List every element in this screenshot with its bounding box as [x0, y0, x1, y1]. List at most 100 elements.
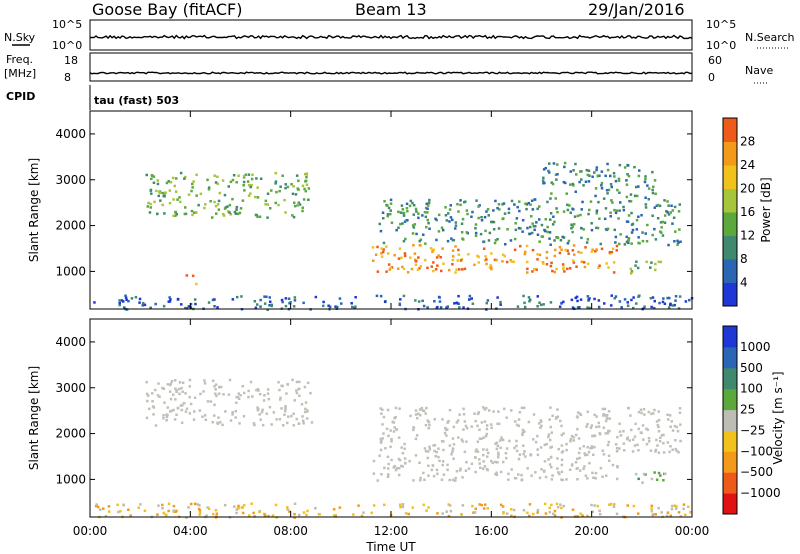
- scatter-cell: [146, 205, 149, 208]
- scatter-cell: [470, 462, 474, 466]
- scatter-cell: [669, 303, 672, 306]
- scatter-cell: [162, 304, 166, 308]
- scatter-cell: [387, 434, 390, 438]
- scatter-cell: [413, 252, 417, 255]
- scatter-cell: [543, 228, 546, 232]
- scatter-cell: [591, 510, 594, 513]
- scatter-cell: [403, 254, 407, 258]
- scatter-cell: [678, 407, 682, 410]
- colorbar-tick-label: 100: [740, 382, 763, 396]
- scatter-cell: [289, 301, 292, 304]
- scatter-cell: [670, 204, 673, 207]
- scatter-cell: [462, 306, 465, 309]
- scatter-cell: [538, 205, 541, 208]
- scatter-cell: [506, 228, 509, 231]
- scatter-cell: [580, 260, 584, 263]
- scatter-cell: [528, 503, 532, 506]
- scatter-cell: [627, 237, 631, 240]
- scatter-cell: [614, 295, 618, 298]
- scatter-cell: [293, 299, 297, 302]
- scatter-cell: [630, 298, 633, 302]
- scatter-cell: [399, 505, 402, 509]
- scatter-cell: [539, 419, 543, 422]
- y-tick-label: 3000: [55, 381, 86, 395]
- scatter-cell: [451, 218, 454, 222]
- scatter-cell: [173, 418, 177, 421]
- scatter-cell: [586, 410, 589, 413]
- scatter-cell: [227, 393, 231, 396]
- scatter-cell: [583, 465, 586, 468]
- scatter-cell: [496, 422, 499, 425]
- scatter-cell: [510, 260, 514, 263]
- x-tick-label: 08:00: [273, 524, 308, 538]
- scatter-cell: [479, 232, 483, 236]
- scatter-cell: [671, 209, 675, 212]
- scatter-cell: [595, 226, 598, 230]
- scatter-cell: [614, 443, 618, 446]
- scatter-cell: [203, 379, 206, 382]
- freq-label: Freq.: [6, 53, 33, 66]
- scatter-cell: [477, 411, 481, 414]
- scatter-cell: [395, 428, 398, 431]
- scatter-cell: [145, 416, 149, 420]
- scatter-cell: [435, 468, 439, 472]
- scatter-cell: [175, 177, 178, 180]
- scatter-cell: [595, 212, 598, 215]
- scatter-cell: [403, 252, 407, 255]
- scatter-cell: [565, 192, 568, 195]
- scatter-cell: [444, 206, 447, 209]
- scatter-cell: [322, 300, 325, 304]
- scatter-cell: [536, 448, 539, 451]
- scatter-cell: [213, 414, 216, 417]
- scatter-cell: [427, 221, 430, 225]
- scatter-cell: [462, 428, 465, 431]
- scatter-cell: [454, 227, 457, 230]
- nsky-tick-top: 10^5: [52, 18, 82, 31]
- scatter-cell: [643, 180, 647, 184]
- scatter-cell: [519, 227, 522, 230]
- scatter-cell: [404, 512, 408, 515]
- scatter-cell: [385, 245, 388, 248]
- scatter-cell: [390, 221, 394, 224]
- scatter-cell: [285, 392, 288, 395]
- scatter-cell: [428, 423, 431, 427]
- scatter-cell: [556, 210, 559, 214]
- scatter-cell: [391, 420, 394, 424]
- scatter-cell: [553, 239, 556, 242]
- scatter-cell: [622, 442, 626, 445]
- scatter-cell: [284, 409, 287, 413]
- scatter-cell: [551, 269, 554, 273]
- scatter-cell: [203, 382, 207, 385]
- scatter-cell: [517, 457, 521, 461]
- scatter-cell: [229, 213, 232, 216]
- scatter-cell: [565, 478, 568, 481]
- scatter-cell: [163, 401, 166, 404]
- scatter-cell: [587, 450, 591, 454]
- scatter-cell: [549, 212, 553, 215]
- scatter-cell: [426, 456, 429, 460]
- scatter-cell: [657, 410, 660, 413]
- scatter-cell: [637, 512, 640, 515]
- scatter-cell: [394, 415, 397, 419]
- scatter-cell: [251, 395, 254, 398]
- scatter-cell: [597, 425, 601, 428]
- scatter-cell: [445, 510, 448, 513]
- scatter-cell: [278, 388, 281, 392]
- scatter-cell: [154, 424, 158, 427]
- scatter-cell: [580, 178, 583, 181]
- scatter-cell: [295, 174, 299, 177]
- scatter-cell: [418, 239, 421, 243]
- scatter-cell: [389, 445, 392, 449]
- scatter-cell: [162, 511, 166, 515]
- scatter-cell: [175, 390, 178, 394]
- scatter-cell: [389, 429, 392, 432]
- scatter-cell: [387, 473, 390, 476]
- scatter-cell: [419, 479, 422, 482]
- scatter-cell: [521, 428, 525, 432]
- scatter-cell: [529, 453, 532, 457]
- scatter-cell: [221, 179, 225, 182]
- scatter-cell: [213, 298, 216, 301]
- scatter-cell: [480, 421, 484, 424]
- scatter-cell: [406, 271, 410, 274]
- scatter-cell: [118, 299, 121, 302]
